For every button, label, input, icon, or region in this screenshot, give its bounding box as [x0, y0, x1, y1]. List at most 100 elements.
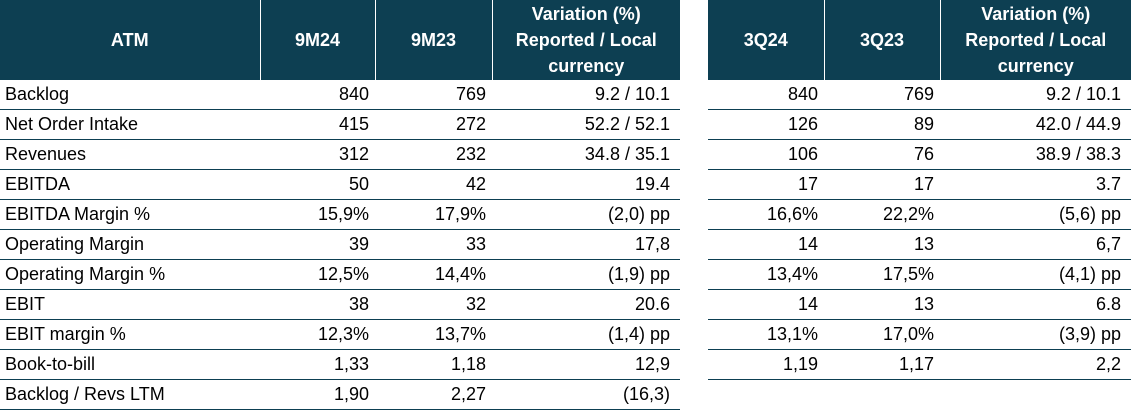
row-label: EBIT [0, 289, 260, 320]
value-3q23: 13 [824, 229, 940, 260]
header-3q24: 3Q24 [708, 0, 824, 80]
value-9m23: 232 [375, 139, 492, 170]
table-row: EBIT 38 32 20.6 [0, 289, 680, 320]
variation-value: 17,8 [492, 229, 680, 260]
table-row: 17 17 3.7 [708, 169, 1131, 200]
variation-value: (5,6) pp [940, 199, 1131, 230]
variation-value: 34.8 / 35.1 [492, 139, 680, 170]
table-row: EBIT margin % 12,3% 13,7% (1,4) pp [0, 319, 680, 350]
value-9m23: 14,4% [375, 259, 492, 290]
row-label: Net Order Intake [0, 109, 260, 140]
table-row: Operating Margin % 12,5% 14,4% (1,9) pp [0, 259, 680, 290]
value-9m24: 415 [260, 109, 375, 140]
table-row: 16,6% 22,2% (5,6) pp [708, 199, 1131, 230]
value-3q24: 1,19 [708, 349, 824, 380]
value-9m23: 17,9% [375, 199, 492, 230]
value-9m23: 1,18 [375, 349, 492, 380]
value-3q23: 1,17 [824, 349, 940, 380]
value-9m24: 39 [260, 229, 375, 260]
variation-value: (2,0) pp [492, 199, 680, 230]
table-row: Net Order Intake 415 272 52.2 / 52.1 [0, 109, 680, 140]
value-9m23: 33 [375, 229, 492, 260]
value-3q24: 106 [708, 139, 824, 170]
value-9m24: 50 [260, 169, 375, 200]
row-label: EBITDA Margin % [0, 199, 260, 230]
table-row: Revenues 312 232 34.8 / 35.1 [0, 139, 680, 170]
value-9m23: 769 [375, 80, 492, 110]
row-label: EBITDA [0, 169, 260, 200]
table-body: 840 769 9.2 / 10.1 126 89 42.0 / 44.9 106 76 38.… [708, 80, 1131, 380]
table-header-row: ATM 9M24 9M23 Variation (%) Reported / L… [0, 0, 680, 80]
table-row: Book-to-bill 1,33 1,18 12,9 [0, 349, 680, 380]
value-9m23: 272 [375, 109, 492, 140]
table-row: 126 89 42.0 / 44.9 [708, 109, 1131, 140]
value-3q24: 840 [708, 80, 824, 110]
variation-value: (16,3) [492, 379, 680, 410]
value-3q24: 14 [708, 229, 824, 260]
value-3q23: 89 [824, 109, 940, 140]
value-3q23: 13 [824, 289, 940, 320]
variation-value: (1,4) pp [492, 319, 680, 350]
value-9m23: 13,7% [375, 319, 492, 350]
variation-value: 9.2 / 10.1 [492, 80, 680, 110]
value-9m23: 2,27 [375, 379, 492, 410]
variation-value: 19.4 [492, 169, 680, 200]
variation-value: 12,9 [492, 349, 680, 380]
variation-value: 20.6 [492, 289, 680, 320]
table-row: 1,19 1,17 2,2 [708, 349, 1131, 380]
value-9m24: 1,90 [260, 379, 375, 410]
table-row: 13,1% 17,0% (3,9) pp [708, 319, 1131, 350]
table-header-row: 3Q24 3Q23 Variation (%) Reported / Local… [708, 0, 1131, 80]
table-row: EBITDA 50 42 19.4 [0, 169, 680, 200]
atm-3q-table: 3Q24 3Q23 Variation (%) Reported / Local… [708, 0, 1131, 380]
variation-value: 42.0 / 44.9 [940, 109, 1131, 140]
variation-value: 38.9 / 38.3 [940, 139, 1131, 170]
value-3q24: 14 [708, 289, 824, 320]
header-9m23: 9M23 [374, 0, 492, 80]
table-row: Operating Margin 39 33 17,8 [0, 229, 680, 260]
value-3q23: 17,0% [824, 319, 940, 350]
value-9m24: 38 [260, 289, 375, 320]
value-3q23: 17 [824, 169, 940, 200]
value-3q23: 769 [824, 80, 940, 110]
row-label: EBIT margin % [0, 319, 260, 350]
value-3q24: 13,1% [708, 319, 824, 350]
value-9m24: 12,3% [260, 319, 375, 350]
header-3q23: 3Q23 [823, 0, 940, 80]
value-3q24: 126 [708, 109, 824, 140]
variation-value: (4,1) pp [940, 259, 1131, 290]
value-3q24: 13,4% [708, 259, 824, 290]
row-label: Backlog / Revs LTM [0, 379, 260, 410]
value-9m23: 42 [375, 169, 492, 200]
value-3q23: 22,2% [824, 199, 940, 230]
value-9m24: 15,9% [260, 199, 375, 230]
header-variation: Variation (%) Reported / Local currency [491, 0, 680, 80]
variation-value: 6,7 [940, 229, 1131, 260]
row-label: Operating Margin [0, 229, 260, 260]
variation-value: 6.8 [940, 289, 1131, 320]
atm-9m-table: ATM 9M24 9M23 Variation (%) Reported / L… [0, 0, 680, 410]
row-label: Backlog [0, 80, 260, 110]
value-9m24: 840 [260, 80, 375, 110]
variation-value: 3.7 [940, 169, 1131, 200]
table-row: 106 76 38.9 / 38.3 [708, 139, 1131, 170]
variation-value: 9.2 / 10.1 [940, 80, 1131, 110]
header-atm: ATM [0, 0, 260, 80]
value-9m24: 1,33 [260, 349, 375, 380]
table-row: 13,4% 17,5% (4,1) pp [708, 259, 1131, 290]
row-label: Book-to-bill [0, 349, 260, 380]
table-row: Backlog 840 769 9.2 / 10.1 [0, 80, 680, 110]
table-row: EBITDA Margin % 15,9% 17,9% (2,0) pp [0, 199, 680, 230]
table-row: 840 769 9.2 / 10.1 [708, 80, 1131, 110]
value-3q23: 76 [824, 139, 940, 170]
value-9m23: 32 [375, 289, 492, 320]
row-label: Operating Margin % [0, 259, 260, 290]
variation-value: 52.2 / 52.1 [492, 109, 680, 140]
value-3q24: 16,6% [708, 199, 824, 230]
value-9m24: 12,5% [260, 259, 375, 290]
row-label: Revenues [0, 139, 260, 170]
table-row: 14 13 6,7 [708, 229, 1131, 260]
value-3q24: 17 [708, 169, 824, 200]
header-variation: Variation (%) Reported / Local currency [939, 0, 1131, 80]
table-body: Backlog 840 769 9.2 / 10.1 Net Order Intake 4… [0, 80, 680, 410]
